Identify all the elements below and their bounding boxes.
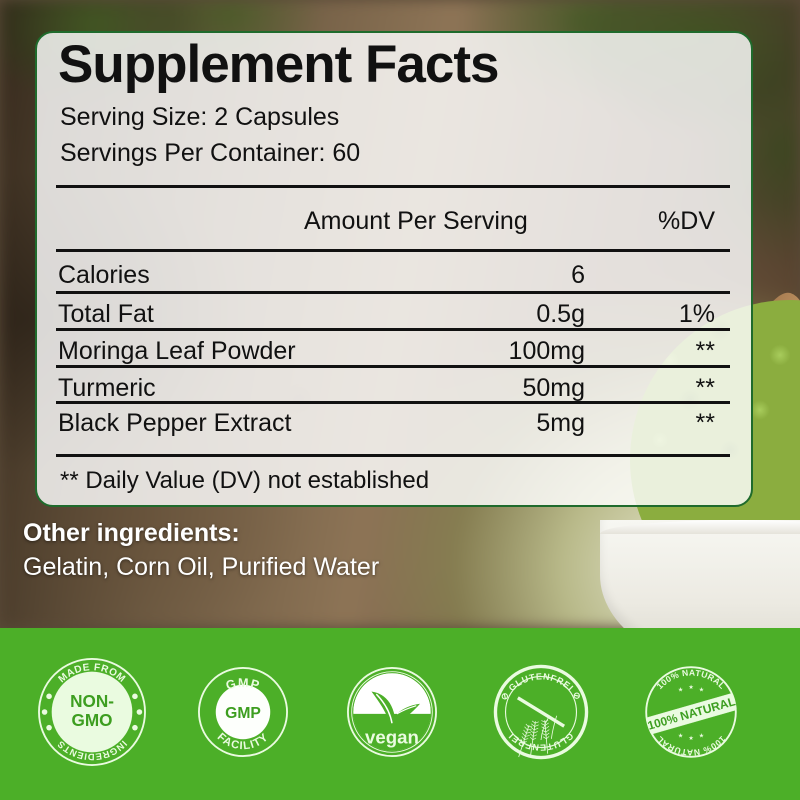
svg-text:★: ★ xyxy=(678,686,683,693)
svg-text:★: ★ xyxy=(678,732,683,739)
svg-text:★: ★ xyxy=(699,686,704,693)
svg-text:NON-: NON- xyxy=(70,691,114,711)
svg-text:GMP: GMP xyxy=(225,705,261,722)
svg-text:★: ★ xyxy=(699,732,704,739)
svg-text:GMO: GMO xyxy=(72,710,113,730)
svg-text:★: ★ xyxy=(688,735,693,742)
svg-text:vegan: vegan xyxy=(365,727,419,748)
svg-text:★: ★ xyxy=(688,684,693,691)
